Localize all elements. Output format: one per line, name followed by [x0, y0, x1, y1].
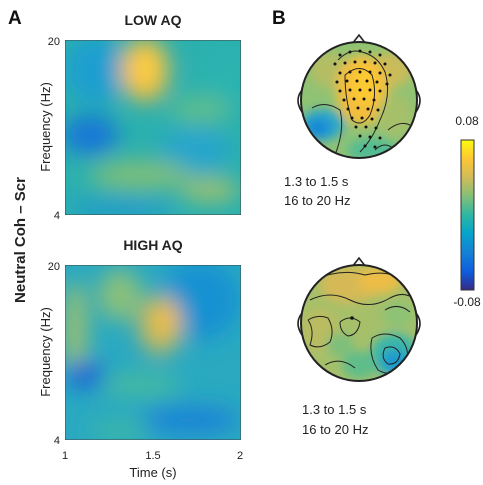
- topomap-high-aq: 1.3 to 1.5 s 16 to 20 Hz: [297, 256, 421, 437]
- heatmap-high-aq-ytick-bottom: 4: [54, 435, 60, 447]
- colorbar: 0.08 -0.08: [453, 114, 481, 309]
- xtick-1: 1: [62, 450, 68, 462]
- head-outline: [300, 264, 418, 382]
- xtick-1-5: 1.5: [145, 450, 160, 462]
- topomap-high-aq-time: 1.3 to 1.5 s: [302, 402, 367, 417]
- topomap-low-aq: 1.3 to 1.5 s 16 to 20 Hz: [284, 33, 421, 208]
- topomap-high-aq-freq: 16 to 20 Hz: [302, 422, 369, 437]
- heatmap-low-aq-field: [65, 40, 241, 215]
- heatmap-high-aq: HIGH AQ 20 4 Frequency (Hz) 1 1.5 2 Time…: [38, 237, 243, 480]
- heatmap-low-aq-ytick-top: 20: [48, 36, 60, 48]
- heatmap-high-aq-ylabel: Frequency (Hz): [38, 307, 53, 397]
- head-outline: [300, 41, 418, 159]
- xtick-2: 2: [237, 450, 243, 462]
- heatmap-high-aq-title: HIGH AQ: [123, 237, 182, 253]
- heatmap-low-aq-ytick-bottom: 4: [54, 210, 60, 222]
- row-label: Neutral Coh – Scr: [12, 177, 29, 303]
- heatmap-high-aq-field: [65, 265, 241, 440]
- heatmap-low-aq: LOW AQ 20 4 Frequency (Hz): [38, 12, 241, 222]
- heatmap-high-aq-xlabel: Time (s): [129, 465, 176, 480]
- panel-label-a: A: [8, 8, 22, 29]
- colorbar-max-label: 0.08: [455, 114, 479, 128]
- heatmap-high-aq-ytick-top: 20: [48, 261, 60, 273]
- heatmap-low-aq-ylabel: Frequency (Hz): [38, 82, 53, 172]
- panel-label-b: B: [272, 8, 286, 29]
- colorbar-min-label: -0.08: [453, 295, 481, 309]
- colorbar-gradient: [460, 139, 475, 291]
- topomap-low-aq-time: 1.3 to 1.5 s: [284, 174, 349, 189]
- heatmap-low-aq-title: LOW AQ: [124, 12, 181, 28]
- topomap-low-aq-freq: 16 to 20 Hz: [284, 193, 351, 208]
